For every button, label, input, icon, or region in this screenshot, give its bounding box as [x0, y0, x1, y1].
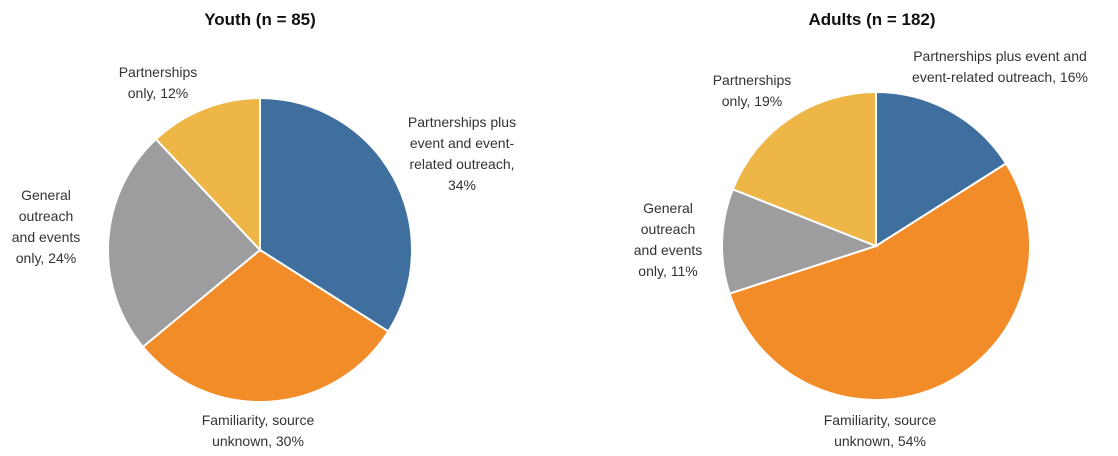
slice-label: Familiarity, source unknown, 54% [823, 412, 937, 449]
slice-label: General outreach and events only, 24% [11, 187, 81, 266]
slice-label: Partnerships plus event and event-relate… [407, 114, 517, 193]
pie-slice [875, 90, 1008, 248]
chart-title: Adults (n = 182) [808, 10, 936, 29]
pie-slice [141, 248, 390, 403]
slice-label: General outreach and events only, 11% [633, 200, 703, 279]
pie-slice [107, 137, 262, 349]
pie-slice [154, 96, 261, 253]
slice-label: Partnerships only, 19% [712, 72, 792, 109]
slice-label: Partnerships only, 12% [118, 64, 198, 101]
pie-slice [721, 188, 879, 295]
slice-label: Partnerships plus event and event-relate… [912, 48, 1088, 85]
pie-slice [728, 162, 1031, 401]
slice-label: Familiarity, source unknown, 30% [201, 412, 315, 449]
pie-slice [731, 90, 877, 248]
chart-title: Youth (n = 85) [204, 10, 316, 29]
